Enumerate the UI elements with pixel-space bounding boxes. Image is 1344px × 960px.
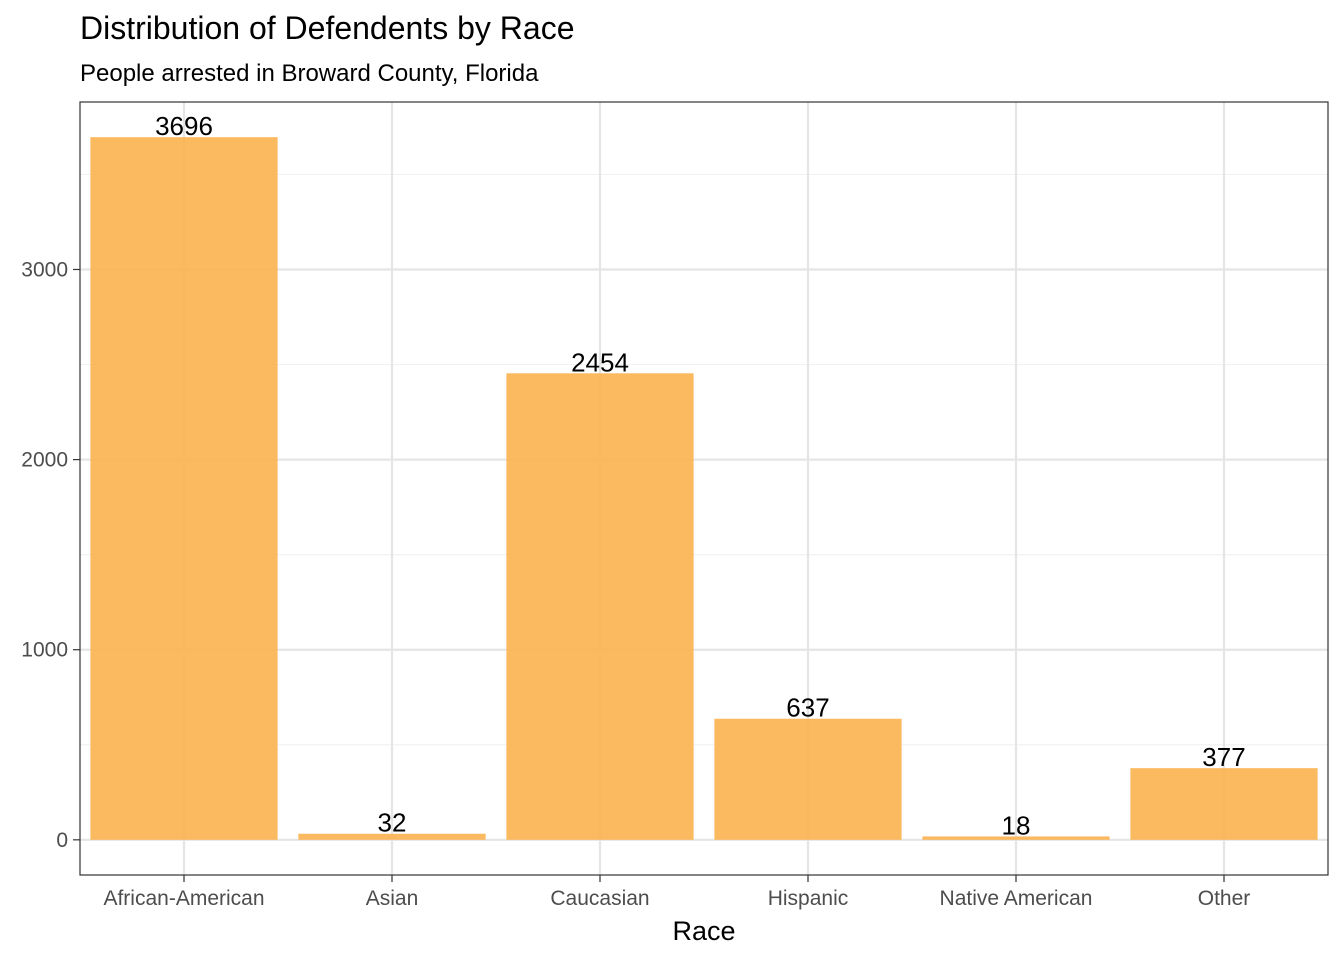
data-label: 32 (378, 808, 407, 838)
panel-border (79, 101, 1329, 876)
x-axis-title: Race (672, 916, 735, 946)
x-tick-label: Hispanic (768, 887, 849, 910)
chart-subtitle: People arrested in Broward County, Flori… (80, 60, 539, 87)
x-tick-label: African-American (103, 887, 264, 910)
data-label: 377 (1202, 742, 1245, 772)
x-tick-label: Other (1198, 887, 1251, 910)
bars (90, 137, 1318, 840)
y-tick-label: 2000 (21, 449, 68, 472)
bar-other (1130, 768, 1318, 840)
bar-hispanic (714, 718, 902, 840)
data-label: 18 (1002, 810, 1031, 840)
x-tick-label: Asian (366, 887, 419, 910)
data-label: 2454 (571, 347, 629, 377)
bar-asian (298, 833, 486, 840)
x-tick-label: Native American (940, 887, 1093, 910)
chart-title: Distribution of Defendents by Race (80, 10, 575, 46)
data-labels: 3696 32 2454 637 18 377 (155, 111, 1246, 840)
data-label: 3696 (155, 111, 213, 141)
data-label: 637 (786, 693, 829, 723)
bar-african-american (90, 137, 278, 840)
bar-caucasian (506, 373, 694, 840)
y-tick-label: 0 (56, 829, 68, 852)
bar-native-american (922, 836, 1110, 840)
y-tick-label: 1000 (21, 639, 68, 662)
x-tick-label: Caucasian (550, 887, 649, 910)
axes: 0 1000 2000 3000 African-American Asian Caucas… (21, 258, 1250, 910)
y-tick-label: 3000 (21, 258, 68, 281)
